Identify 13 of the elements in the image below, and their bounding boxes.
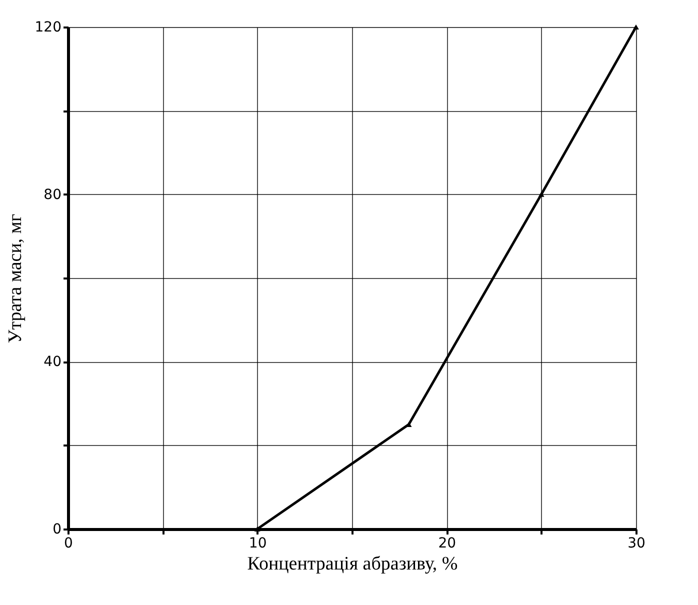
x-tick-label: 0 — [64, 536, 73, 552]
x-axis-title: Концентрація абразиву, % — [247, 554, 458, 574]
point — [538, 192, 544, 197]
x-tick-label: 20 — [438, 536, 456, 552]
x-tick-label: 30 — [628, 536, 646, 552]
y-tick-label: 0 — [52, 522, 62, 538]
y-tick-label: 40 — [44, 354, 62, 370]
y-axis-title: Утрата маси, мг — [4, 214, 26, 344]
point — [633, 24, 639, 30]
y-tick-label: 120 — [34, 20, 62, 36]
x-tick-label: 10 — [248, 536, 267, 552]
y-tick-label: 80 — [44, 186, 62, 203]
point — [254, 526, 260, 532]
